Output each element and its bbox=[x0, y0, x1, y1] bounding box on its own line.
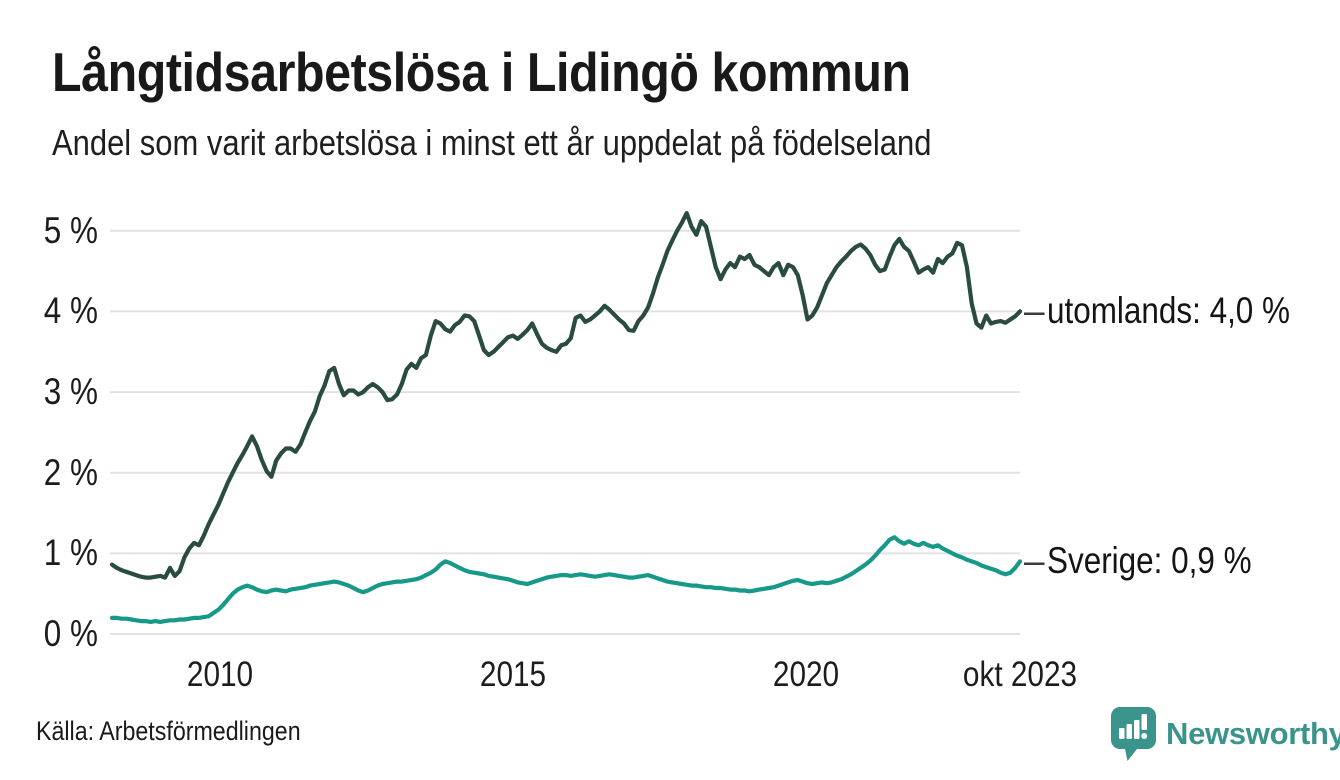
y-axis-label: 4 % bbox=[43, 290, 98, 332]
x-axis-label: 2010 bbox=[186, 655, 254, 694]
source-note: Källa: Arbetsförmedlingen bbox=[36, 716, 344, 747]
chart-subtitle-text: Andel som varit arbetslösa i minst ett å… bbox=[52, 122, 932, 163]
newsworthy-logo: Newsworthy bbox=[1110, 706, 1340, 762]
series-line-utomlands bbox=[109, 211, 1023, 580]
source-note-text: Källa: Arbetsförmedlingen bbox=[36, 716, 301, 746]
y-axis-label: 5 % bbox=[43, 209, 98, 251]
chart-subtitle: Andel som varit arbetslösa i minst ett å… bbox=[52, 122, 1075, 164]
sverige-label-text: Sverige: 0,9 % bbox=[1046, 540, 1252, 581]
chart-title: Långtidsarbetslösa i Lidingö kommun bbox=[52, 40, 1028, 104]
y-axis-label: 3 % bbox=[43, 371, 98, 413]
y-axis-label: 2 % bbox=[43, 451, 98, 493]
x-axis-label: okt 2023 bbox=[963, 655, 1078, 694]
series-line-Sverige bbox=[109, 535, 1023, 625]
y-axis-label: 1 % bbox=[43, 532, 98, 574]
chart-title-text: Långtidsarbetslösa i Lidingö kommun bbox=[52, 41, 911, 103]
y-axis-label: 0 % bbox=[43, 613, 98, 654]
bar-chart-pin-icon bbox=[1111, 707, 1156, 761]
brand-name: Newsworthy bbox=[1166, 716, 1340, 751]
series-end-label-sverige: –Sverige: 0,9 % bbox=[1024, 541, 1287, 581]
series-end-label-utomlands: –utomlands: 4,0 % bbox=[1024, 291, 1332, 331]
x-axis-label: 2020 bbox=[773, 655, 840, 694]
line-end-dash-icon: – bbox=[1024, 540, 1045, 581]
line-end-dash-icon: – bbox=[1024, 290, 1045, 331]
x-axis-label: 2015 bbox=[480, 655, 547, 694]
utomlands-label-text: utomlands: 4,0 % bbox=[1046, 290, 1290, 331]
